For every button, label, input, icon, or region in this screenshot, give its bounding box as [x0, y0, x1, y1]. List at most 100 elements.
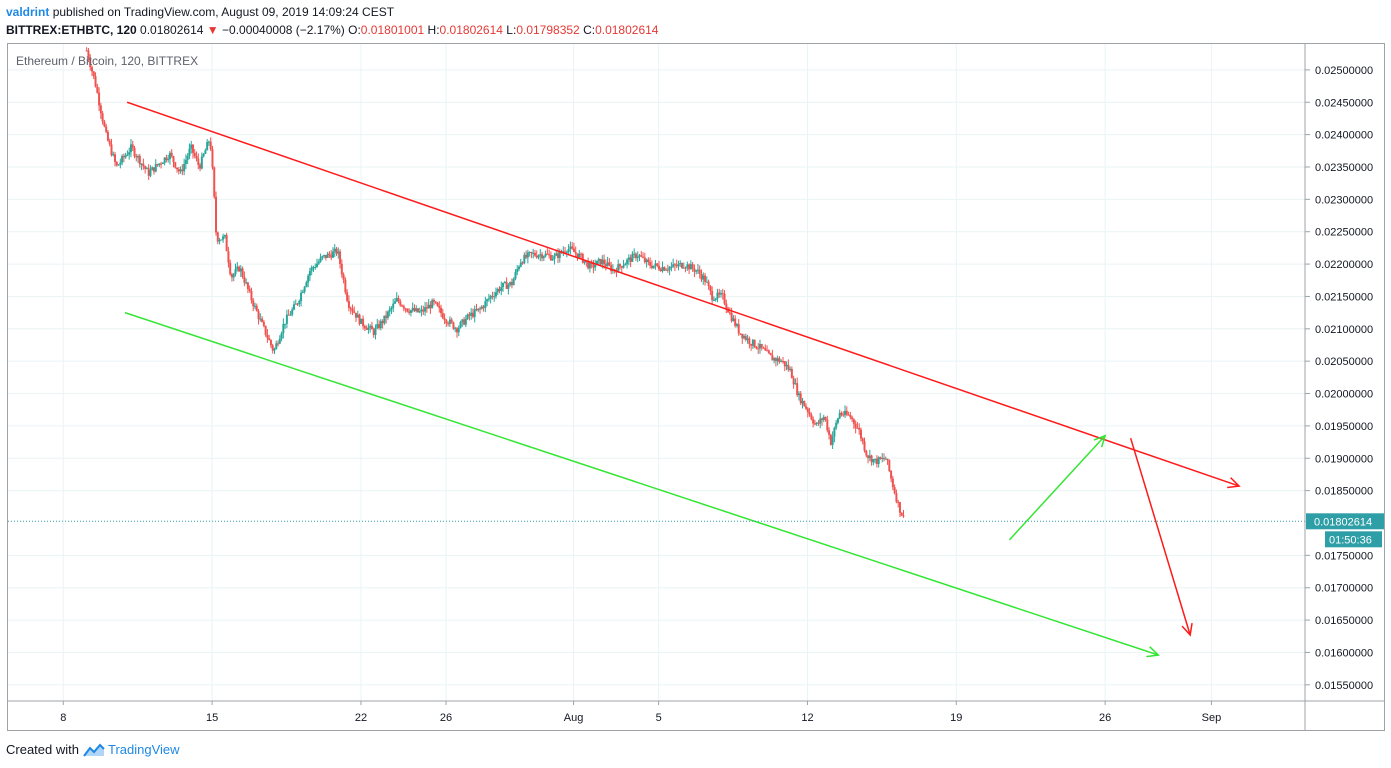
author-link[interactable]: valdrint	[6, 5, 50, 19]
candle-body	[222, 236, 225, 240]
candle-body	[503, 281, 506, 283]
candle-body	[567, 248, 570, 252]
candle-body	[842, 414, 845, 416]
candle-body	[331, 251, 334, 258]
high-label: H:	[427, 23, 440, 37]
candle-body	[135, 156, 138, 158]
candle-body	[643, 257, 646, 263]
candle-body	[578, 253, 581, 258]
candle-body	[805, 406, 808, 409]
candle-body	[776, 358, 779, 362]
candle-body	[881, 457, 884, 459]
candle-body	[711, 290, 714, 301]
candle-body	[253, 305, 256, 307]
high-value: 0.01802614	[439, 23, 503, 37]
candle-body	[126, 154, 129, 156]
candle-body	[248, 288, 251, 291]
candle-body	[314, 267, 317, 269]
candle-body	[789, 368, 792, 370]
candle-body	[388, 309, 391, 312]
tradingview-brand[interactable]: TradingView	[108, 742, 180, 757]
candle-body	[454, 328, 457, 330]
candle-body	[232, 274, 235, 278]
candle-body	[486, 299, 489, 302]
candle-body	[114, 154, 117, 162]
candle-body	[468, 314, 471, 316]
candle-body	[487, 298, 490, 300]
candle-body	[289, 314, 292, 316]
trend-lines	[124, 101, 1241, 658]
candle-body	[732, 318, 735, 321]
candle-body	[144, 166, 147, 169]
candle-body	[94, 76, 97, 87]
grid-lines	[8, 44, 1305, 701]
candle-body	[858, 427, 861, 430]
candle-body	[179, 169, 182, 172]
candle-body	[427, 304, 430, 309]
candle-body	[558, 251, 561, 258]
candle-body	[216, 232, 219, 242]
candle-body	[526, 252, 529, 258]
candle-body	[753, 339, 756, 348]
candle-body	[284, 323, 287, 325]
candle-body	[604, 264, 607, 267]
candle-body	[211, 149, 214, 168]
candle-body	[390, 307, 393, 310]
candle-body	[183, 163, 186, 172]
candle-body	[507, 284, 510, 289]
candle-body	[436, 302, 439, 306]
candle-body	[287, 314, 290, 316]
candle-body	[539, 254, 542, 256]
candle-body	[463, 319, 466, 325]
candle-body	[438, 305, 441, 308]
candle-body	[98, 92, 101, 106]
candle-body	[650, 265, 653, 268]
candle-body	[836, 418, 839, 423]
price-tick-label: 0.02250000	[1315, 227, 1373, 239]
candle-body	[835, 422, 838, 428]
chart-frame[interactable]: Ethereum / Bitcoin, 120, BITTREX 0.025000…	[7, 43, 1385, 731]
down-arrow-icon: ▼	[206, 23, 219, 37]
price-chart[interactable]: Ethereum / Bitcoin, 120, BITTREX 0.025000…	[8, 44, 1384, 730]
candle-body	[455, 328, 458, 333]
candle-body	[718, 292, 721, 295]
candle-body	[353, 311, 356, 313]
candle-body	[151, 167, 154, 171]
candle-body	[549, 254, 552, 261]
candle-body	[785, 364, 788, 367]
candle-body	[115, 161, 118, 166]
candle-body	[172, 156, 175, 163]
candle-body	[766, 350, 769, 352]
candle-body	[801, 400, 804, 404]
candle-body	[654, 263, 657, 266]
candle-body	[773, 358, 776, 361]
candle-body	[230, 274, 233, 278]
candle-body	[533, 252, 536, 256]
candle-body	[358, 314, 361, 324]
candle-body	[117, 164, 120, 166]
price-tick-label: 0.02050000	[1315, 356, 1373, 368]
candle-body	[349, 307, 352, 309]
candle-body	[197, 158, 200, 165]
candle-body	[760, 344, 763, 348]
tradingview-logo-icon[interactable]	[82, 743, 105, 760]
candle-body	[652, 265, 655, 268]
candle-body	[168, 152, 171, 160]
time-tick-label: 15	[206, 712, 218, 724]
candle-body	[160, 163, 163, 165]
time-tick-label: 5	[656, 712, 662, 724]
candle-body	[748, 338, 751, 345]
candle-body	[856, 427, 859, 429]
candle-body	[620, 266, 623, 268]
candle-body	[385, 315, 388, 318]
candle-body	[803, 400, 806, 407]
candle-body	[767, 350, 770, 354]
candle-body	[243, 276, 246, 283]
price-tick-label: 0.01600000	[1315, 647, 1373, 659]
candle-body	[535, 255, 538, 258]
candle-body	[493, 296, 496, 298]
candle-body	[859, 429, 862, 439]
candle-body	[525, 254, 528, 258]
candle-body	[672, 264, 675, 267]
candle-body	[840, 412, 843, 415]
